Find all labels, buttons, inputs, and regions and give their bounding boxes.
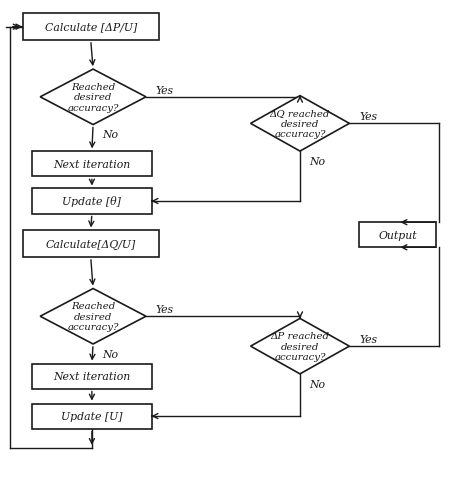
FancyBboxPatch shape [23, 231, 159, 257]
Polygon shape [251, 319, 350, 374]
Text: No: No [103, 130, 119, 140]
Text: ΔP reached
desired
accuracy?: ΔP reached desired accuracy? [271, 332, 330, 361]
Polygon shape [40, 70, 146, 125]
FancyBboxPatch shape [32, 189, 152, 214]
Text: No: No [309, 156, 325, 166]
Text: Reached
desired
accuracy?: Reached desired accuracy? [67, 83, 119, 112]
Text: ΔQ reached
desired
accuracy?: ΔQ reached desired accuracy? [270, 109, 330, 139]
FancyBboxPatch shape [32, 364, 152, 389]
Polygon shape [40, 289, 146, 344]
Polygon shape [251, 96, 350, 152]
Text: Output: Output [378, 230, 417, 240]
Text: No: No [103, 349, 119, 359]
Text: Yes: Yes [156, 304, 174, 315]
FancyBboxPatch shape [359, 223, 437, 248]
FancyBboxPatch shape [32, 152, 152, 177]
Text: Update [U]: Update [U] [61, 411, 123, 421]
Text: No: No [309, 379, 325, 389]
FancyBboxPatch shape [32, 404, 152, 429]
Text: Update [θ]: Update [θ] [62, 196, 122, 207]
Text: Calculate [ΔP/U]: Calculate [ΔP/U] [44, 23, 137, 32]
Text: Yes: Yes [359, 334, 377, 344]
Text: Next iteration: Next iteration [53, 371, 131, 381]
Text: Yes: Yes [359, 112, 377, 122]
Text: Calculate[ΔQ/U]: Calculate[ΔQ/U] [45, 239, 136, 249]
Text: Next iteration: Next iteration [53, 160, 131, 169]
FancyBboxPatch shape [23, 15, 159, 41]
Text: Reached
desired
accuracy?: Reached desired accuracy? [67, 302, 119, 332]
Text: Yes: Yes [156, 85, 174, 95]
